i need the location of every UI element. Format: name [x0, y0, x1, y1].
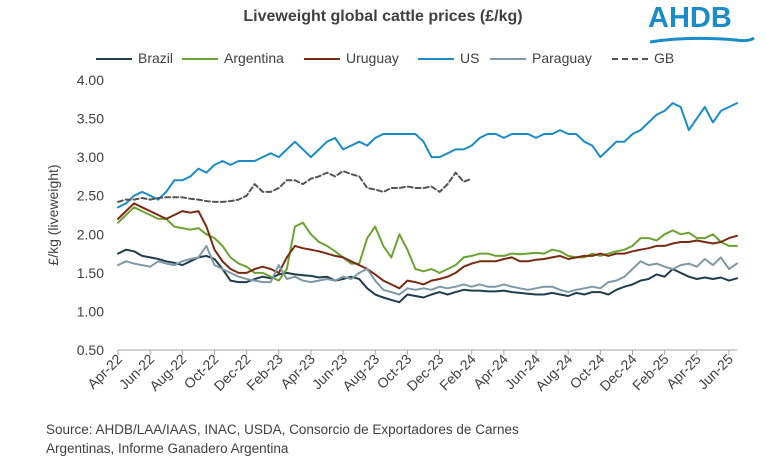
- legend-swatch: [612, 58, 648, 61]
- logo-swoosh-icon: [649, 36, 755, 44]
- series-line-paraguay: [117, 244, 738, 296]
- y-tick-label: 2.50: [77, 188, 104, 204]
- legend-label: Paraguay: [532, 50, 592, 66]
- source-line-2: Argentinas, Informe Ganadero Argentina: [46, 441, 289, 456]
- y-tick-label: 4.00: [77, 72, 104, 88]
- x-tick-label: Aug-24: [532, 351, 575, 394]
- ahdb-logo: AHDB: [648, 2, 758, 50]
- legend-item-us: US: [418, 50, 479, 66]
- source-note: Source: AHDB/LAA/IAAS, INAC, USDA, Conso…: [46, 420, 646, 458]
- y-tick-label: 3.50: [77, 111, 104, 127]
- y-tick-label: 0.50: [77, 342, 104, 358]
- y-tick-label: 2.00: [77, 226, 104, 242]
- legend-label: US: [460, 50, 480, 66]
- x-tick-label: Jun-25: [694, 351, 736, 393]
- legend-label: Uruguay: [346, 50, 399, 66]
- y-tick-label: 1.00: [77, 303, 104, 319]
- legend-label: Argentina: [224, 50, 284, 66]
- legend-item-gb: GB: [612, 50, 674, 66]
- legend-swatch: [96, 58, 132, 61]
- y-axis-title: £/kg (liveweight): [45, 164, 61, 265]
- source-line-1: Source: AHDB/LAA/IAAS, INAC, USDA, Conso…: [46, 422, 519, 437]
- series-line-argentina: [117, 206, 738, 282]
- x-tick-label: Feb-23: [243, 351, 286, 394]
- legend-item-paraguay: Paraguay: [490, 50, 592, 66]
- series-line-uruguay: [117, 202, 738, 290]
- x-tick-label: Aug-23: [339, 351, 382, 394]
- legend-label: GB: [654, 50, 675, 66]
- legend-item-brazil: Brazil: [96, 50, 173, 66]
- chart-title: Liveweight global cattle prices (£/kg): [243, 8, 523, 25]
- logo-text: AHDB: [648, 2, 732, 34]
- legend-swatch: [304, 58, 340, 61]
- legend-item-uruguay: Uruguay: [304, 50, 399, 66]
- line-chart: 0.50 1.00 1.50 2.00 2.50 3.00 3.50 4.00 £/kg (li…: [45, 72, 738, 394]
- y-tick-label: 1.50: [77, 265, 104, 281]
- legend-label: Brazil: [138, 50, 174, 66]
- x-tick-label: Feb-24: [436, 351, 479, 394]
- series-line-gb: [117, 170, 473, 203]
- legend-item-argentina: Argentina: [182, 50, 284, 66]
- legend-swatch: [418, 58, 454, 61]
- x-tick-label: Aug-22: [146, 351, 189, 394]
- legend-swatch: [490, 58, 526, 61]
- series-line-us: [117, 102, 738, 209]
- y-tick-label: 3.00: [77, 149, 104, 165]
- legend-swatch: [182, 58, 218, 61]
- x-tick-label: Feb-25: [629, 351, 672, 394]
